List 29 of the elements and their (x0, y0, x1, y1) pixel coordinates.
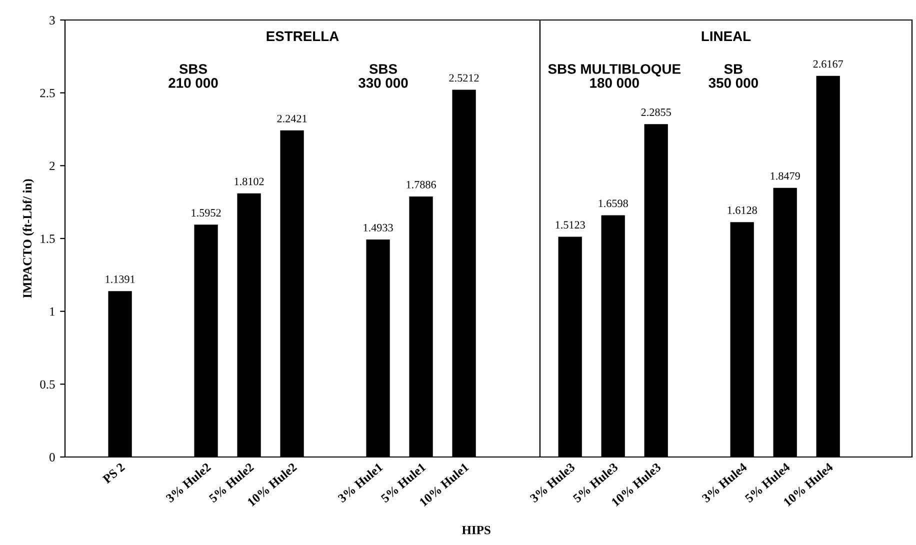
data-label: 2.5212 (449, 74, 479, 82)
y-axis-title: IMPACTO (ft-Lbf/ in) (22, 179, 34, 298)
data-label: 1.7886 (406, 180, 436, 188)
annotation: SBS 210 000 (168, 64, 218, 88)
y-tick-label: 2.5 (40, 88, 55, 98)
data-label: 1.5123 (556, 221, 585, 229)
annotation: SBS MULTIBLOQUE 180 000 (548, 64, 680, 88)
y-tick-label: 1 (50, 307, 55, 316)
y-tick-label: 2 (50, 162, 55, 170)
annotation: SB 350 000 (708, 64, 758, 88)
data-label: 1.6598 (598, 200, 628, 208)
data-label: 1.6128 (728, 206, 757, 214)
data-label: 1.4933 (364, 224, 393, 232)
x-axis-title: HIPS (462, 526, 490, 534)
data-label: 2.6167 (813, 60, 844, 68)
y-tick-label: 0 (50, 453, 55, 462)
y-tick-label: 1.5 (40, 234, 55, 244)
annotation: LINEAL (702, 31, 751, 41)
data-label: 1.8479 (770, 172, 800, 180)
data-label: 1.5952 (192, 209, 221, 217)
annotation: SBS 330 000 (358, 64, 408, 88)
annotation: ESTRELLA (266, 31, 339, 42)
y-tick-label: 3 (50, 16, 55, 24)
data-label: 2.2855 (641, 108, 671, 116)
data-label: 1.1391 (106, 276, 135, 284)
y-tick-label: 0.5 (40, 380, 55, 389)
x-tick-label: PS 2 (102, 462, 126, 484)
data-label: 2.2421 (277, 114, 307, 122)
data-label: 1.8102 (234, 178, 264, 186)
